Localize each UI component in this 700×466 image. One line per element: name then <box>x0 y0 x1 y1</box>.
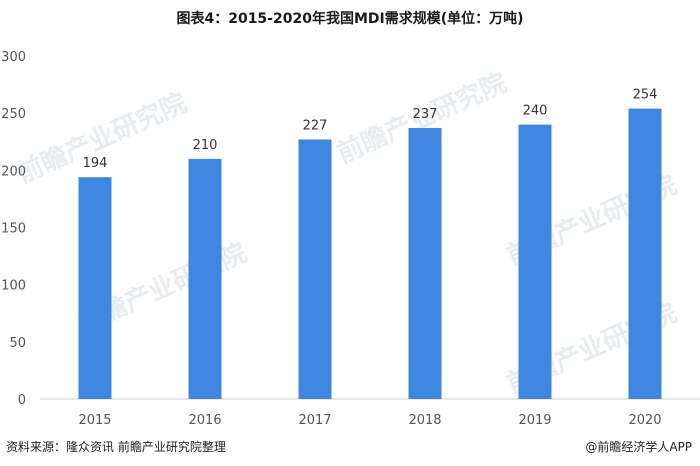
y-tick-label: 300 <box>1 50 26 65</box>
brand-credit: @前瞻经济学人APP <box>585 440 692 454</box>
data-label: 194 <box>83 156 108 171</box>
y-tick-label: 50 <box>9 336 26 351</box>
chart-title: 图表4：2015-2020年我国MDI需求规模(单位：万吨) <box>176 11 524 27</box>
bar <box>628 108 662 400</box>
bar <box>518 124 552 399</box>
x-tick-label: 2015 <box>78 413 111 428</box>
source-note: 资料来源：隆众资讯 前瞻产业研究院整理 <box>6 440 226 454</box>
y-tick-label: 100 <box>1 279 26 294</box>
data-label: 240 <box>523 104 548 119</box>
bar <box>298 139 332 400</box>
x-tick-label: 2019 <box>518 413 551 428</box>
y-tick-label: 250 <box>1 107 26 122</box>
x-tick-label: 2017 <box>298 413 331 428</box>
data-label: 237 <box>413 107 438 122</box>
x-tick-label: 2016 <box>188 413 221 428</box>
y-tick-label: 150 <box>1 222 26 237</box>
data-label: 254 <box>633 88 658 103</box>
bar <box>188 158 222 399</box>
y-tick-label: 0 <box>18 393 26 408</box>
bar <box>408 128 442 399</box>
data-label: 227 <box>303 118 328 133</box>
y-tick-label: 200 <box>1 164 26 179</box>
data-label: 210 <box>193 138 218 153</box>
bar <box>78 177 112 399</box>
x-tick-label: 2018 <box>408 413 441 428</box>
x-tick-label: 2020 <box>628 413 661 428</box>
